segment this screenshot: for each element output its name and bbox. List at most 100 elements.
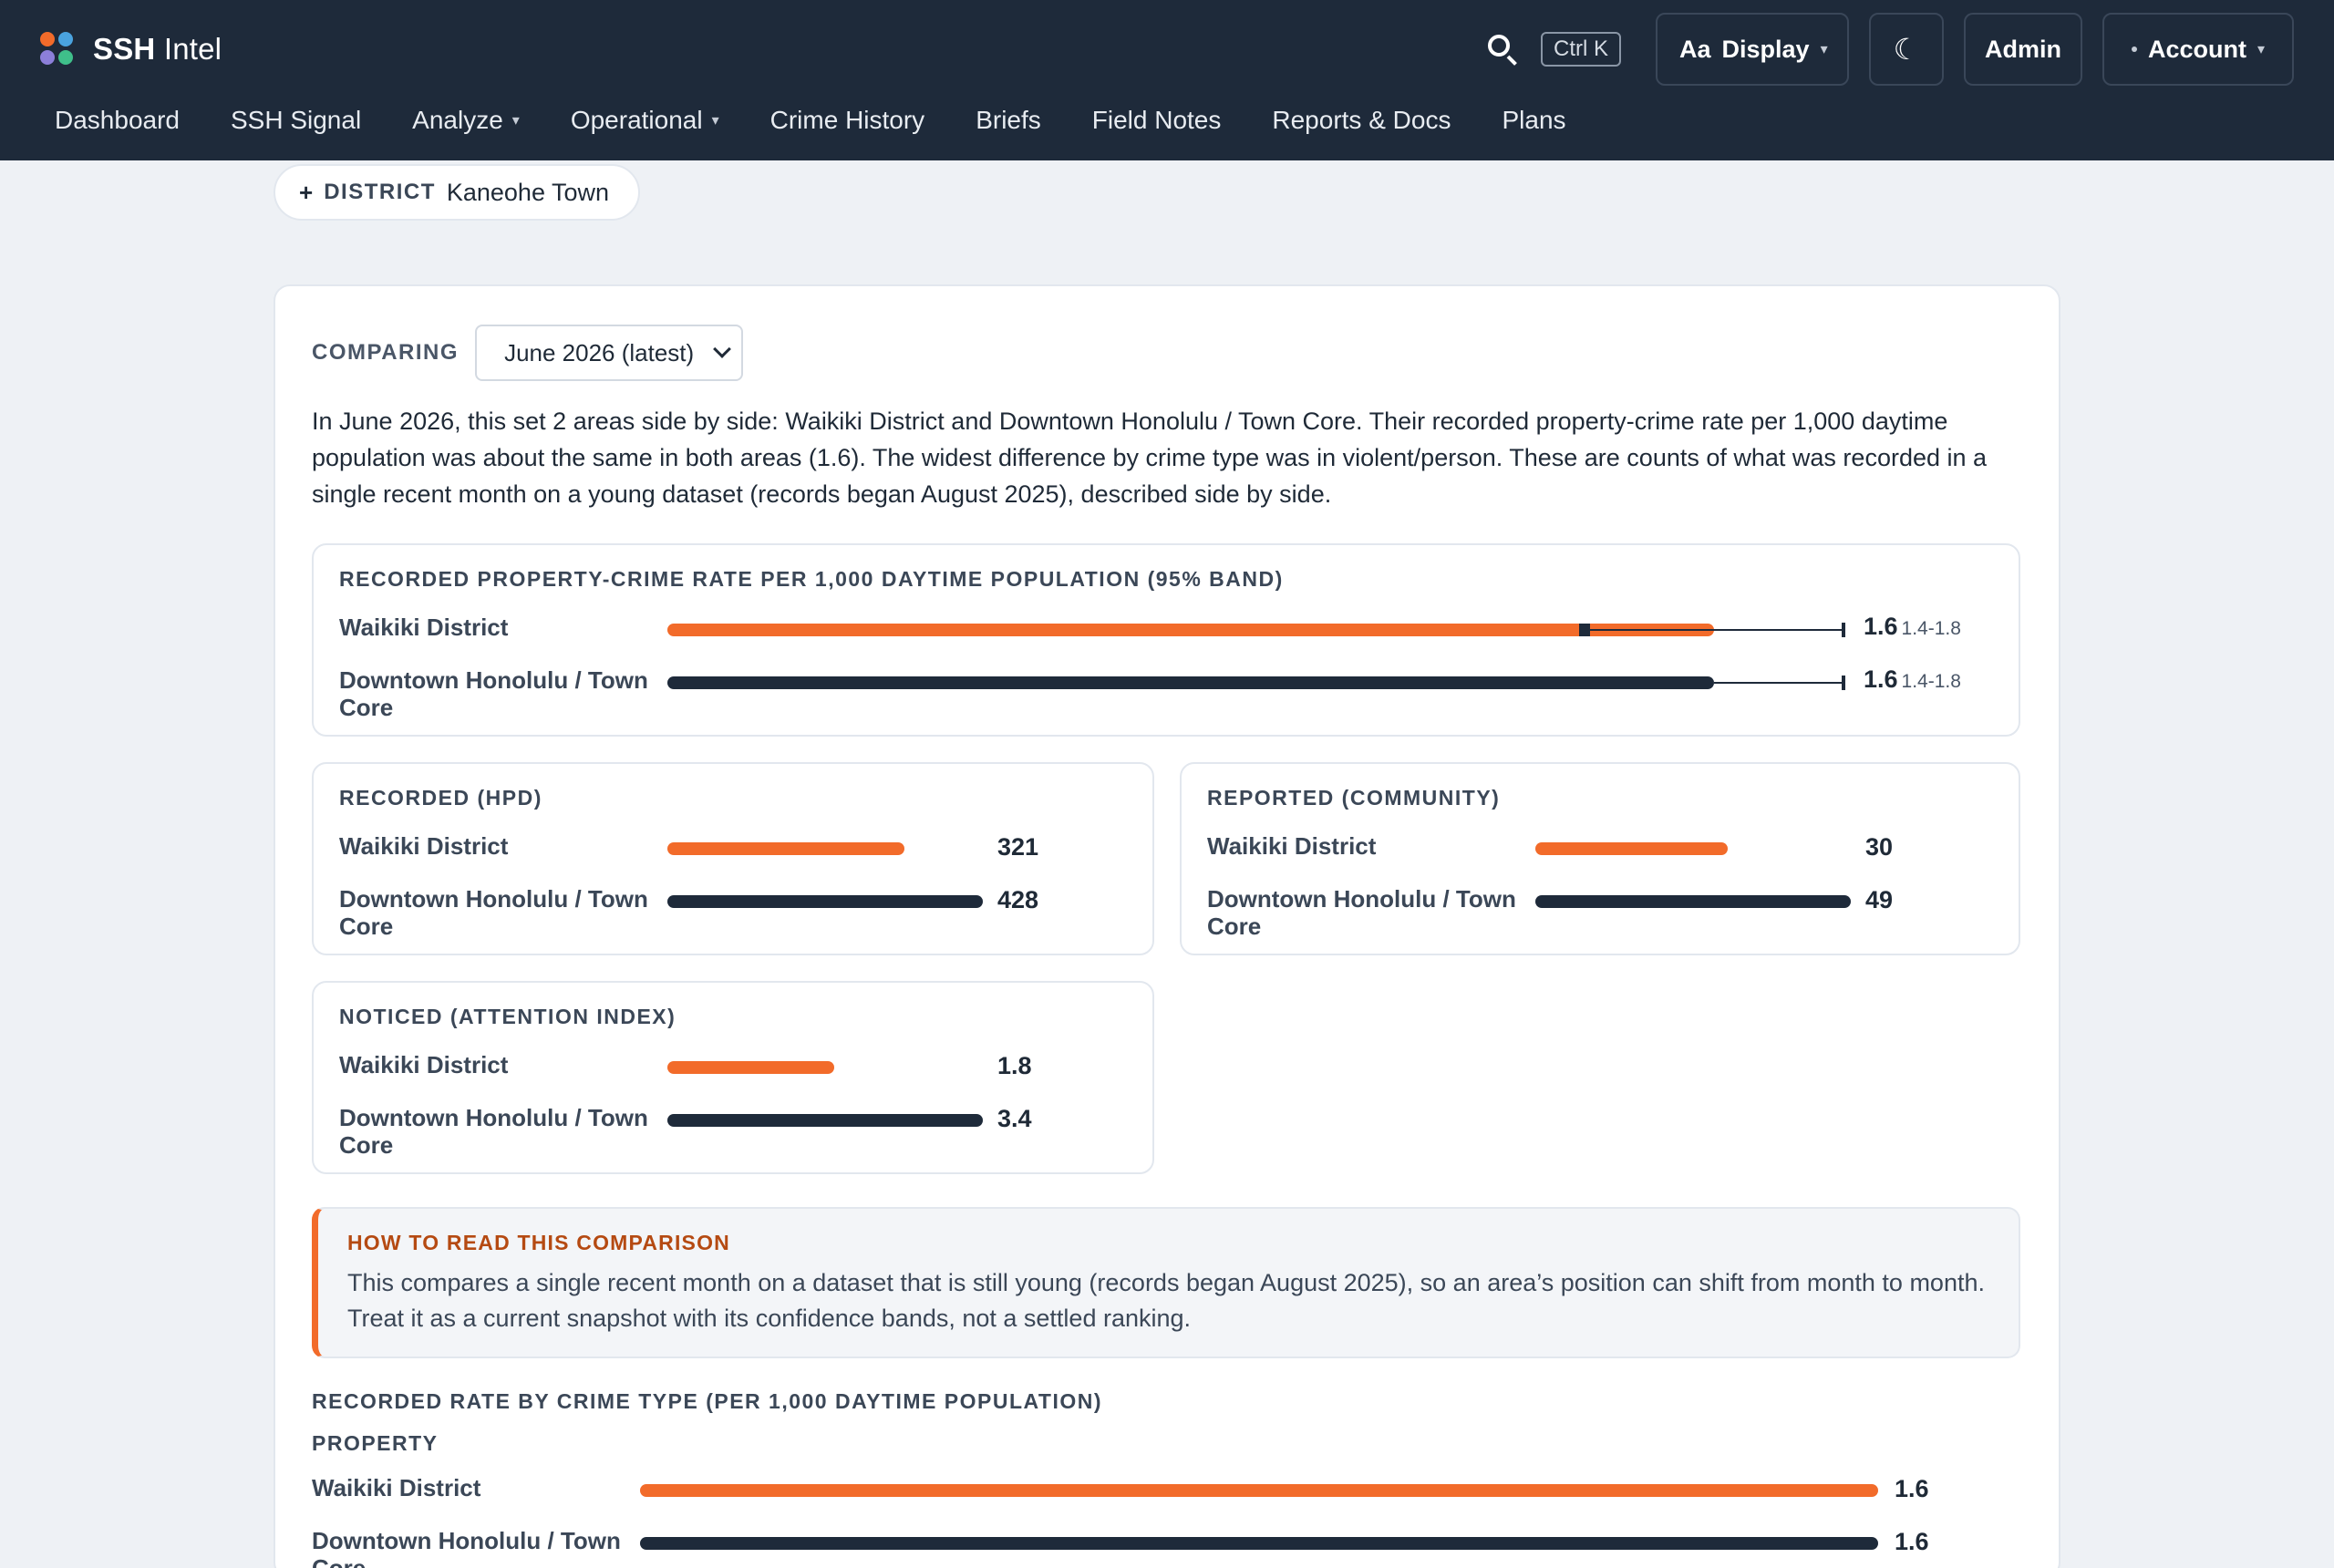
chevron-down-icon: ▾ [1820, 42, 1828, 57]
bar-area-b [667, 1114, 983, 1127]
nav-item-label: Dashboard [55, 106, 180, 134]
bar-area-b [1535, 895, 1851, 908]
nav-item-crime-history[interactable]: Crime History [770, 106, 925, 135]
compare-period-row: COMPARING June 2026 (latest) [312, 325, 744, 381]
display-label: Display [1721, 35, 1810, 63]
value-label: 30 [1865, 833, 1894, 861]
nav-item-reports-docs[interactable]: Reports & Docs [1272, 106, 1451, 135]
nav-item-ssh-signal[interactable]: SSH Signal [231, 106, 361, 135]
user-status-icon [2131, 46, 2137, 52]
recorded-panel-title: RECORDED (HPD) [339, 786, 542, 810]
value-label: 1.6 [1895, 1528, 1929, 1555]
period-select-value: June 2026 (latest) [504, 338, 695, 366]
main-nav: Dashboard SSH Signal Analyze ▾ Operational ▾ C… [55, 100, 1617, 140]
type-bar-area-b [640, 1537, 1878, 1550]
how-to-read-note: HOW TO READ THIS COMPARISON This compare… [312, 1207, 2020, 1358]
area-label: Waikiki District [1207, 832, 1377, 860]
nav-item-label: Analyze [412, 106, 503, 134]
noticed-panel: NOTICED (ATTENTION INDEX) Waikiki Distri… [312, 981, 1154, 1174]
nav-item-label: Reports & Docs [1272, 106, 1451, 134]
font-size-icon: Aa [1679, 35, 1711, 63]
district-chip-label: DISTRICT [324, 180, 436, 204]
area-label: Waikiki District [312, 1474, 481, 1501]
area-label: Waikiki District [339, 832, 509, 860]
bar-area-a [667, 842, 904, 855]
area-label: Waikiki District [339, 614, 509, 641]
area-label: Downtown Honolulu / Town Core [312, 1527, 621, 1568]
nav-item-operational[interactable]: Operational ▾ [571, 106, 719, 135]
confidence-band-line [1585, 629, 1843, 631]
comparing-label: COMPARING [312, 340, 460, 365]
area-label: Waikiki District [339, 1051, 509, 1078]
logo-icon [40, 32, 75, 67]
note-text: This compares a single recent month on a… [347, 1269, 1985, 1332]
moon-icon: ☾ [1893, 33, 1920, 66]
district-chip-value: Kaneohe Town [446, 178, 610, 206]
search-shortcut-hint: Ctrl K [1541, 32, 1621, 67]
value-label: 1.6 [1895, 1475, 1929, 1502]
chevron-down-icon: ▾ [511, 113, 520, 129]
nav-item-dashboard[interactable]: Dashboard [55, 106, 180, 135]
area-label: Downtown Honolulu / Town Core [339, 885, 648, 940]
rate-value: 1.6 1.4-1.8 [1864, 665, 1961, 694]
value-label: 3.4 [997, 1105, 1032, 1132]
rate-band-range: 1.4-1.8 [1901, 618, 1961, 639]
area-label: Downtown Honolulu / Town Core [1207, 885, 1516, 940]
theme-toggle-button[interactable]: ☾ [1869, 13, 1944, 86]
rate-panel: RECORDED PROPERTY-CRIME RATE PER 1,000 D… [312, 543, 2020, 737]
period-select[interactable]: June 2026 (latest) [475, 325, 744, 381]
rate-value: 1.6 1.4-1.8 [1864, 613, 1961, 641]
nav-item-label: Plans [1502, 106, 1566, 134]
confidence-band-start [1579, 624, 1590, 636]
value-label: 1.8 [997, 1052, 1032, 1079]
bar-area-a [1535, 842, 1728, 855]
chevron-down-icon [713, 340, 731, 358]
admin-label: Admin [1985, 35, 2061, 63]
nav-item-field-notes[interactable]: Field Notes [1092, 106, 1222, 135]
confidence-band-line [1714, 682, 1843, 684]
nav-item-label: Briefs [976, 106, 1041, 134]
rate-panel-title: RECORDED PROPERTY-CRIME RATE PER 1,000 D… [339, 567, 1284, 591]
chevron-down-icon: ▾ [2257, 42, 2266, 57]
bar-area-a [667, 1061, 834, 1074]
value-label: 49 [1865, 886, 1894, 913]
account-menu-button[interactable]: Account ▾ [2102, 13, 2294, 86]
type-bar-area-a [640, 1484, 1878, 1497]
display-settings-button[interactable]: Aa Display ▾ [1656, 13, 1849, 86]
header-actions: Ctrl K Aa Display ▾ ☾ Admin Account ▾ [1484, 13, 2294, 86]
confidence-band-cap [1842, 676, 1845, 690]
rate-value-number: 1.6 [1864, 665, 1898, 693]
brand-name: SSH Intel [93, 32, 222, 66]
plus-icon: + [299, 178, 314, 206]
rate-bar-area-b [667, 676, 1714, 689]
nav-item-label: Crime History [769, 106, 925, 134]
nav-item-label: Field Notes [1091, 106, 1222, 134]
area-label: Downtown Honolulu / Town Core [339, 666, 648, 721]
nav-item-briefs[interactable]: Briefs [976, 106, 1041, 135]
nav-item-plans[interactable]: Plans [1502, 106, 1565, 135]
value-label: 428 [997, 886, 1039, 913]
area-label: Downtown Honolulu / Town Core [339, 1104, 648, 1159]
top-navigation-bar: SSH Intel Ctrl K Aa Display ▾ ☾ Admin Ac… [0, 0, 2334, 160]
recorded-panel: RECORDED (HPD) Waikiki District 321 Downto… [312, 762, 1154, 955]
value-label: 321 [997, 833, 1039, 861]
district-filter-chip[interactable]: + DISTRICT Kaneohe Town [274, 164, 640, 221]
by-type-section-title: RECORDED RATE BY CRIME TYPE (PER 1,000 D… [312, 1389, 1102, 1413]
note-title: HOW TO READ THIS COMPARISON [347, 1231, 730, 1254]
rate-bar-area-a [667, 624, 1714, 636]
comparison-summary: In June 2026, this set 2 areas side by s… [312, 407, 1988, 508]
brand[interactable]: SSH Intel [40, 29, 222, 69]
noticed-panel-title: NOTICED (ATTENTION INDEX) [339, 1005, 676, 1028]
bar-area-b [667, 895, 983, 908]
nav-item-label: SSH Signal [230, 106, 362, 134]
chevron-down-icon: ▾ [711, 113, 719, 129]
confidence-band-cap [1842, 623, 1845, 637]
admin-button[interactable]: Admin [1964, 13, 2082, 86]
nav-item-analyze[interactable]: Analyze ▾ [412, 106, 520, 135]
nav-item-label: Operational [570, 106, 703, 134]
reported-panel: REPORTED (COMMUNITY) Waikiki District 30 D… [1180, 762, 2020, 955]
rate-value-number: 1.6 [1864, 613, 1898, 640]
rate-band-range: 1.4-1.8 [1901, 671, 1961, 692]
search-icon[interactable] [1484, 31, 1521, 67]
comparison-card: COMPARING June 2026 (latest) In June 202… [274, 284, 2060, 1568]
